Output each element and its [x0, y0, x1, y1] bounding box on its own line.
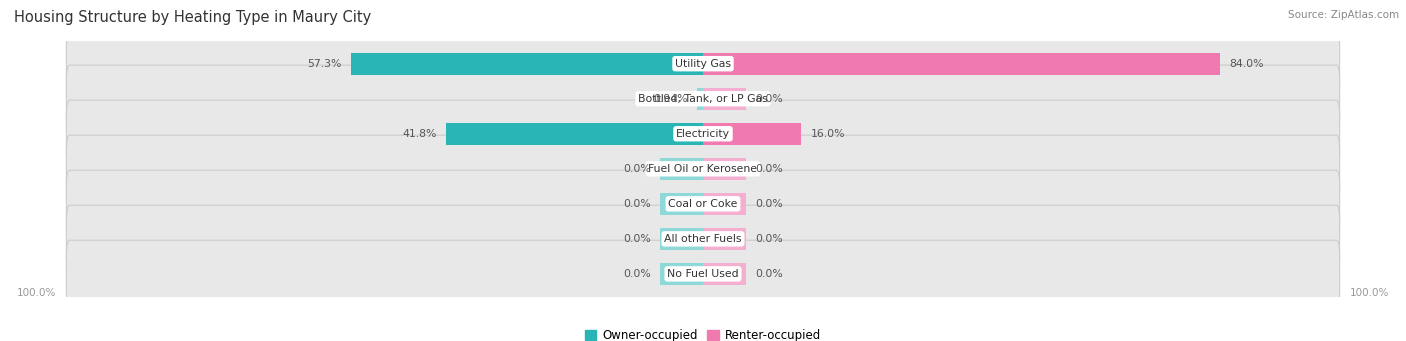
Text: 41.8%: 41.8% — [402, 129, 437, 139]
Text: 0.0%: 0.0% — [755, 164, 783, 174]
Bar — [703, 158, 747, 180]
Bar — [350, 53, 703, 75]
Bar — [659, 158, 703, 180]
FancyBboxPatch shape — [66, 240, 1340, 308]
Text: 0.0%: 0.0% — [623, 269, 651, 279]
Bar — [703, 88, 747, 109]
Text: 0.0%: 0.0% — [623, 199, 651, 209]
Text: 0.0%: 0.0% — [755, 269, 783, 279]
Bar — [659, 263, 703, 285]
Bar — [446, 123, 703, 145]
Text: 100.0%: 100.0% — [17, 288, 56, 298]
FancyBboxPatch shape — [66, 100, 1340, 167]
Text: 0.0%: 0.0% — [755, 94, 783, 104]
Text: 57.3%: 57.3% — [307, 59, 342, 69]
Text: 0.94%: 0.94% — [654, 94, 688, 104]
FancyBboxPatch shape — [66, 135, 1340, 203]
Legend: Owner-occupied, Renter-occupied: Owner-occupied, Renter-occupied — [579, 325, 827, 341]
Text: 16.0%: 16.0% — [811, 129, 845, 139]
Text: All other Fuels: All other Fuels — [664, 234, 742, 244]
Text: 84.0%: 84.0% — [1229, 59, 1264, 69]
Text: No Fuel Used: No Fuel Used — [668, 269, 738, 279]
Text: Electricity: Electricity — [676, 129, 730, 139]
Bar — [703, 123, 801, 145]
Text: Fuel Oil or Kerosene: Fuel Oil or Kerosene — [648, 164, 758, 174]
Text: 100.0%: 100.0% — [1350, 288, 1389, 298]
Text: 0.0%: 0.0% — [755, 199, 783, 209]
FancyBboxPatch shape — [66, 170, 1340, 237]
FancyBboxPatch shape — [66, 65, 1340, 132]
Bar — [703, 228, 747, 250]
Bar — [703, 53, 1219, 75]
Bar — [703, 193, 747, 215]
Text: 0.0%: 0.0% — [623, 164, 651, 174]
Text: Bottled, Tank, or LP Gas: Bottled, Tank, or LP Gas — [638, 94, 768, 104]
Text: Utility Gas: Utility Gas — [675, 59, 731, 69]
Bar — [659, 228, 703, 250]
Bar — [659, 193, 703, 215]
Text: 0.0%: 0.0% — [623, 234, 651, 244]
Bar — [697, 88, 703, 109]
Text: Coal or Coke: Coal or Coke — [668, 199, 738, 209]
Text: Housing Structure by Heating Type in Maury City: Housing Structure by Heating Type in Mau… — [14, 10, 371, 25]
FancyBboxPatch shape — [66, 30, 1340, 97]
Text: 0.0%: 0.0% — [755, 234, 783, 244]
Bar — [703, 263, 747, 285]
Text: Source: ZipAtlas.com: Source: ZipAtlas.com — [1288, 10, 1399, 20]
FancyBboxPatch shape — [66, 205, 1340, 272]
